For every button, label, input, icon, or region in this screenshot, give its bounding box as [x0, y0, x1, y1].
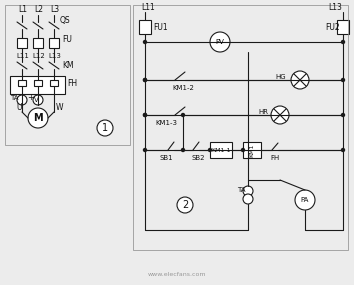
Circle shape	[271, 106, 289, 124]
Text: KM1-3: KM1-3	[155, 120, 177, 126]
Circle shape	[143, 113, 147, 117]
Text: KM1: KM1	[250, 143, 255, 157]
Bar	[10, 76, 65, 94]
Text: L13: L13	[328, 3, 342, 13]
Text: FU2: FU2	[325, 23, 339, 32]
Text: L2: L2	[34, 5, 43, 15]
Text: SB2: SB2	[191, 155, 205, 161]
Text: +: +	[27, 93, 34, 103]
Text: L13: L13	[48, 53, 61, 59]
Text: FH: FH	[67, 80, 77, 89]
Text: U: U	[16, 103, 22, 113]
Circle shape	[143, 78, 147, 82]
Circle shape	[210, 32, 230, 52]
Circle shape	[182, 148, 184, 152]
Circle shape	[342, 113, 344, 117]
Text: PV: PV	[216, 39, 224, 45]
Bar	[17, 38, 27, 48]
Bar	[243, 142, 261, 158]
Circle shape	[143, 78, 147, 82]
Bar	[337, 20, 349, 34]
Circle shape	[243, 194, 253, 204]
Circle shape	[143, 148, 147, 152]
Circle shape	[17, 95, 27, 105]
Text: TA: TA	[237, 187, 246, 193]
Circle shape	[177, 197, 193, 213]
Text: 2: 2	[182, 200, 188, 210]
Text: TA: TA	[10, 95, 18, 101]
Text: L11: L11	[16, 53, 29, 59]
Circle shape	[182, 113, 184, 117]
Circle shape	[241, 148, 245, 152]
Circle shape	[143, 40, 147, 44]
Text: HR: HR	[258, 109, 268, 115]
Text: L12: L12	[32, 53, 45, 59]
Circle shape	[243, 186, 253, 196]
Text: V: V	[34, 97, 38, 103]
Text: FU1: FU1	[153, 23, 168, 32]
Text: FH: FH	[270, 155, 279, 161]
Circle shape	[33, 95, 43, 105]
Text: L1: L1	[18, 5, 27, 15]
Circle shape	[209, 148, 211, 152]
Bar	[210, 142, 232, 158]
Bar	[34, 80, 42, 86]
Circle shape	[342, 40, 344, 44]
Circle shape	[342, 148, 344, 152]
Circle shape	[143, 113, 147, 117]
Bar	[50, 80, 58, 86]
Bar	[33, 38, 43, 48]
Circle shape	[97, 120, 113, 136]
Text: KM1-1: KM1-1	[211, 148, 230, 152]
Text: KM: KM	[62, 60, 74, 70]
Text: 1: 1	[102, 123, 108, 133]
Text: PA: PA	[301, 197, 309, 203]
Text: www.elecfans.com: www.elecfans.com	[148, 272, 206, 278]
Bar	[133, 5, 348, 250]
Text: QS: QS	[60, 15, 71, 25]
Text: KM1-2: KM1-2	[172, 85, 194, 91]
Circle shape	[342, 78, 344, 82]
Bar	[5, 5, 130, 145]
Bar	[18, 80, 26, 86]
Text: L11: L11	[141, 3, 155, 13]
Text: SB1: SB1	[160, 155, 173, 161]
Text: FU: FU	[62, 36, 72, 44]
Text: L3: L3	[50, 5, 59, 15]
Text: M: M	[33, 113, 43, 123]
Circle shape	[295, 190, 315, 210]
Text: HG: HG	[275, 74, 286, 80]
Circle shape	[291, 71, 309, 89]
Bar	[139, 20, 151, 34]
Text: W: W	[56, 103, 63, 113]
Bar	[49, 38, 59, 48]
Circle shape	[28, 108, 48, 128]
